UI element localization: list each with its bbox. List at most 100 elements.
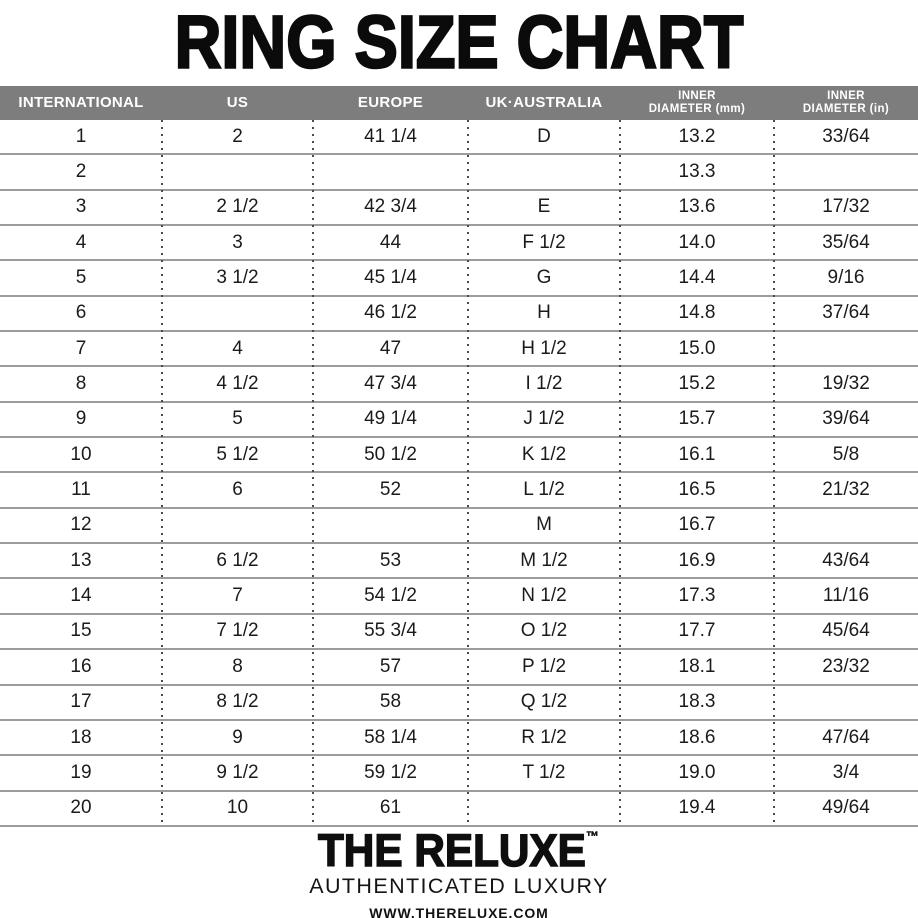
table-cell-international: 11 (71, 479, 91, 501)
table-cell-europe: 49 1/4 (364, 408, 417, 430)
table-cell-us: 8 (232, 655, 243, 677)
table-cell-uk-australia (468, 155, 620, 188)
table-cell-europe: 47 3/4 (364, 373, 417, 395)
table-cell-inner-diameter-in: 43/64 (822, 549, 870, 571)
table-row: 8 4 1/2 47 3/4 I 1/2 15.2 19/32 (0, 367, 918, 403)
table-cell-uk-australia: D (537, 125, 551, 147)
table-cell-inner-diameter-in: 39/64 (822, 408, 870, 430)
column-header-label: US (226, 93, 249, 111)
table-cell-inner-diameter-mm: 18.6 (678, 726, 716, 748)
table-cell-uk-australia: T 1/2 (522, 761, 566, 783)
table-row: 2 13.3 (0, 155, 918, 191)
table-cell-us: 8 1/2 (216, 691, 259, 713)
table-row: 6 46 1/2 H 14.8 37/64 (0, 297, 918, 333)
brand-logo: THE RELUXE™ (318, 827, 600, 874)
table-cell-inner-diameter-mm: 18.3 (678, 691, 716, 713)
table-cell-international: 1 (75, 125, 87, 147)
table-row: 11 6 52 L 1/2 16.5 21/32 (0, 473, 918, 509)
table-row: 5 3 1/2 45 1/4 G 14.4 9/16 (0, 261, 918, 297)
column-separator (467, 120, 469, 827)
table-cell-uk-australia: R 1/2 (521, 726, 567, 748)
table-cell-inner-diameter-in: 47/64 (822, 726, 870, 748)
table-cell-inner-diameter-in: 11/16 (822, 585, 870, 607)
table-cell-international: 8 (75, 373, 87, 395)
table-cell-us: 5 1/2 (216, 443, 259, 465)
table-cell-uk-australia: P 1/2 (521, 655, 567, 677)
table-cell-inner-diameter-mm: 16.7 (678, 514, 716, 536)
page-title: RING SIZE CHART (174, 1, 745, 85)
table-row: 18 9 58 1/4 R 1/2 18.6 47/64 (0, 721, 918, 757)
table-cell-us: 3 1/2 (216, 267, 259, 289)
table-cell-international: 16 (70, 655, 92, 677)
table-cell-inner-diameter-mm: 16.1 (678, 443, 716, 465)
table-row: 9 5 49 1/4 J 1/2 15.7 39/64 (0, 403, 918, 439)
table-cell-us (162, 297, 313, 330)
table-cell-inner-diameter-mm: 19.4 (678, 797, 716, 819)
table-cell-uk-australia: L 1/2 (523, 479, 565, 501)
column-header-international: INTERNATIONAL (0, 86, 162, 120)
table-cell-us (162, 155, 313, 188)
table-cell-us (162, 509, 313, 542)
table-cell-uk-australia: O 1/2 (520, 620, 568, 642)
table-cell-us: 4 (232, 337, 243, 359)
table-cell-uk-australia: I 1/2 (525, 373, 563, 395)
table-cell-inner-diameter-in: 17/32 (822, 196, 870, 218)
table-cell-international: 10 (70, 443, 92, 465)
table-cell-inner-diameter-in: 35/64 (822, 231, 870, 253)
table-cell-international: 6 (75, 302, 87, 324)
trademark-symbol: ™ (586, 828, 600, 844)
table-cell-europe: 41 1/4 (364, 125, 417, 147)
table-cell-uk-australia: H (537, 302, 551, 324)
table-cell-europe: 44 (379, 231, 402, 253)
table-cell-international: 2 (75, 161, 87, 183)
table-row: 13 6 1/2 53 M 1/2 16.9 43/64 (0, 544, 918, 580)
table-cell-inner-diameter-mm: 14.8 (678, 302, 716, 324)
table-row: 3 2 1/2 42 3/4 E 13.6 17/32 (0, 191, 918, 227)
table-cell-inner-diameter-mm: 16.5 (678, 479, 716, 501)
table-cell-europe: 57 (379, 655, 402, 677)
table-cell-uk-australia: Q 1/2 (520, 691, 568, 713)
table-cell-international: 4 (75, 231, 87, 253)
table-cell-inner-diameter-mm: 17.7 (678, 620, 716, 642)
table-cell-inner-diameter-mm: 13.2 (678, 125, 716, 147)
column-header-uk-australia: UK·AUSTRALIA (468, 86, 620, 120)
table-cell-europe: 46 1/2 (364, 302, 417, 324)
table-cell-international: 15 (70, 620, 92, 642)
table-row: 1 2 41 1/4 D 13.2 33/64 (0, 120, 918, 156)
table-cell-international: 20 (70, 797, 92, 819)
column-header-label-line2: DIAMETER (in) (802, 103, 890, 115)
column-header-inner-diameter-in: INNER DIAMETER (in) (774, 86, 918, 120)
table-cell-us: 7 (232, 585, 243, 607)
table-cell-inner-diameter-mm: 18.1 (678, 655, 716, 677)
table-cell-inner-diameter-mm: 14.4 (678, 267, 716, 289)
table-cell-us: 2 1/2 (216, 196, 259, 218)
table-cell-inner-diameter-in: 21/32 (822, 479, 870, 501)
table-cell-uk-australia: J 1/2 (523, 408, 565, 430)
table-cell-international: 13 (70, 549, 92, 571)
table-cell-uk-australia: N 1/2 (521, 585, 567, 607)
column-separator (619, 120, 621, 827)
table-cell-international: 9 (75, 408, 87, 430)
table-row: 12 M 16.7 (0, 509, 918, 545)
table-cell-us: 7 1/2 (216, 620, 259, 642)
table-row: 17 8 1/2 58 Q 1/2 18.3 (0, 686, 918, 721)
table-row: 15 7 1/2 55 3/4 O 1/2 17.7 45/64 (0, 615, 918, 651)
table-cell-uk-australia: H 1/2 (521, 337, 567, 359)
table-row: 20 10 61 19.4 49/64 (0, 792, 918, 827)
table-cell-europe (313, 155, 468, 188)
table-cell-inner-diameter-mm: 13.3 (678, 161, 716, 183)
table-cell-inner-diameter-in: 5/8 (832, 443, 860, 465)
table-cell-uk-australia: G (536, 267, 552, 289)
table-cell-inner-diameter-in: 45/64 (822, 620, 870, 642)
table-cell-international: 7 (75, 337, 87, 359)
table-cell-europe: 54 1/2 (364, 585, 417, 607)
table-cell-us: 9 (232, 726, 243, 748)
table-cell-inner-diameter-mm: 17.3 (678, 585, 716, 607)
table-cell-europe: 42 3/4 (364, 196, 417, 218)
table-header-row: INTERNATIONAL US EUROPE UK·AUSTRALIA INN… (0, 86, 918, 120)
table-cell-international: 19 (70, 761, 92, 783)
table-cell-inner-diameter-in (774, 155, 918, 188)
brand-tagline: AUTHENTICATED LUXURY (309, 874, 609, 898)
table-body: 1 2 41 1/4 D 13.2 33/64 2 13.3 3 2 1/2 42 3/4 E 13.6… (0, 120, 918, 827)
